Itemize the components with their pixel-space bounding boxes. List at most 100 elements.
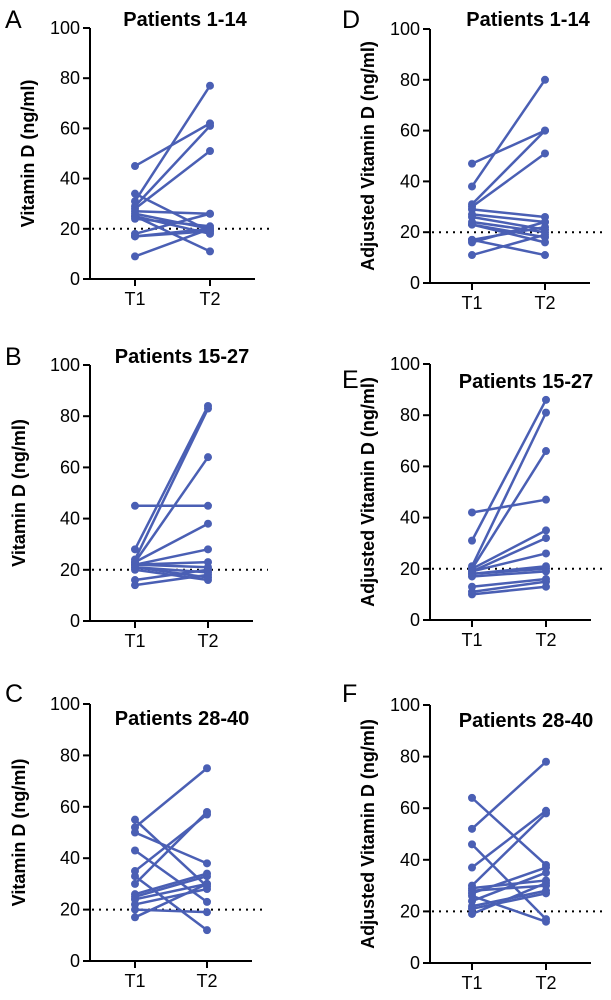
- y-tick-label: 40: [60, 509, 80, 529]
- series-line: [471, 213, 546, 224]
- y-tick-label: 80: [60, 406, 80, 426]
- series-line: [471, 580, 547, 594]
- chart-title: Patients 1-14: [123, 9, 247, 31]
- series-line: [470, 79, 547, 188]
- series-patient-17: [468, 408, 550, 571]
- series-line: [471, 552, 547, 573]
- y-tick-label: 100: [50, 694, 80, 714]
- data-point: [204, 570, 212, 579]
- series-patient-14: [131, 224, 214, 261]
- y-tick-label: 0: [410, 273, 420, 293]
- data-point: [131, 872, 139, 881]
- x-tick-label: T2: [535, 973, 556, 993]
- series-line: [470, 399, 548, 542]
- y-tick-label: 0: [70, 269, 80, 289]
- series-patient-34: [131, 807, 211, 888]
- y-axis-label: Vitamin D (ng/ml): [18, 80, 38, 228]
- data-point: [203, 897, 211, 906]
- data-point: [206, 121, 214, 130]
- data-point: [203, 859, 211, 868]
- data-point: [468, 824, 476, 833]
- series-patient-18: [131, 453, 212, 567]
- series-line: [471, 238, 546, 257]
- x-tick-label: T2: [534, 293, 555, 313]
- series-line: [471, 871, 547, 903]
- y-tick-label: 20: [60, 560, 80, 580]
- y-tick-label: 0: [70, 951, 80, 971]
- panel-letter: C: [5, 680, 23, 708]
- y-tick-label: 20: [60, 900, 80, 920]
- data-point: [468, 238, 476, 247]
- data-point: [131, 581, 139, 590]
- series-patient-39: [131, 905, 211, 917]
- data-point: [542, 495, 550, 504]
- x-tick-label: T2: [535, 630, 556, 650]
- data-point: [206, 247, 214, 256]
- data-point: [541, 126, 549, 135]
- y-tick-label: 60: [60, 118, 80, 138]
- series-line: [134, 149, 211, 210]
- data-point: [541, 149, 549, 158]
- series-patient-5: [131, 146, 214, 213]
- series-line: [471, 529, 547, 570]
- y-tick-label: 100: [50, 355, 80, 375]
- series-line: [133, 407, 210, 561]
- series-line: [471, 577, 547, 588]
- series-line: [471, 760, 547, 830]
- data-point: [541, 251, 549, 260]
- data-point: [542, 567, 550, 576]
- data-point: [542, 447, 550, 456]
- y-tick-label: 100: [50, 18, 80, 38]
- series-line: [471, 208, 546, 219]
- series-line: [133, 405, 210, 550]
- y-tick-label: 80: [400, 405, 420, 425]
- panel-letter: F: [342, 680, 357, 708]
- data-point: [542, 408, 550, 417]
- series-line: [470, 450, 548, 570]
- series-patient-31: [468, 806, 550, 872]
- chart-title: Patients 15-27: [115, 346, 250, 368]
- data-point: [203, 908, 211, 917]
- data-point: [131, 232, 139, 241]
- series-patient-27: [131, 570, 212, 590]
- series-patient-3: [468, 126, 549, 209]
- data-point: [468, 159, 476, 168]
- series-line: [134, 212, 211, 236]
- data-point: [542, 549, 550, 558]
- series-line: [134, 227, 211, 258]
- series-patient-29: [468, 757, 550, 833]
- y-tick-label: 40: [60, 848, 80, 868]
- y-tick-label: 0: [410, 953, 420, 973]
- y-tick-label: 20: [400, 901, 420, 921]
- y-tick-label: 40: [400, 171, 420, 191]
- data-point: [468, 590, 476, 599]
- series-line: [471, 220, 546, 244]
- series-line: [134, 882, 208, 901]
- data-point: [131, 501, 139, 510]
- data-point: [468, 508, 476, 517]
- data-point: [468, 793, 476, 802]
- data-point: [206, 81, 214, 90]
- y-tick-label: 60: [60, 457, 80, 477]
- data-point: [203, 872, 211, 881]
- y-axis-label: Adjusted Vitamin D (ng/ml): [358, 719, 378, 949]
- data-point: [131, 214, 139, 223]
- series-line: [471, 809, 547, 869]
- series-line: [134, 568, 209, 582]
- series-line: [471, 812, 547, 887]
- series-line: [471, 879, 547, 890]
- data-point: [204, 453, 212, 462]
- y-tick-label: 20: [60, 219, 80, 239]
- series-line: [134, 874, 208, 898]
- data-point: [542, 809, 550, 818]
- data-point: [542, 526, 550, 535]
- data-point: [542, 582, 550, 591]
- y-tick-label: 60: [60, 797, 80, 817]
- data-point: [541, 218, 549, 227]
- chart-title: Patients 28-40: [459, 710, 594, 732]
- x-tick-label: T1: [461, 630, 482, 650]
- chart-title: Patients 15-27: [459, 371, 594, 393]
- data-point: [131, 252, 139, 261]
- series-line: [134, 209, 211, 215]
